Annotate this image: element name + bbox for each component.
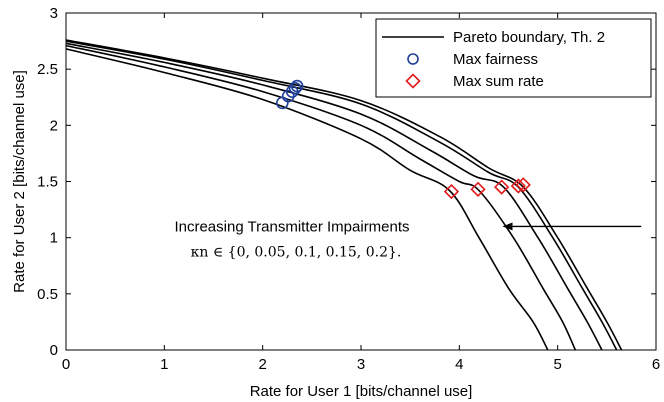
y-tick-label: 0.5 (37, 286, 58, 303)
legend-entry-pareto: Pareto boundary, Th. 2 (453, 29, 605, 46)
x-tick-label: 5 (553, 356, 561, 373)
legend-box (375, 18, 652, 98)
x-tick-label: 2 (258, 356, 266, 373)
legend-entry-max-fairness: Max fairness (453, 51, 538, 68)
annotation-text: Increasing Transmitter Impairments (174, 218, 409, 235)
legend-diamond-marker (405, 73, 421, 89)
pareto-curve-2 (65, 42, 603, 351)
y-tick-label: 3 (50, 5, 58, 22)
y-tick-label: 1.5 (37, 174, 58, 191)
legend-circle-marker (407, 53, 419, 65)
y-tick-label: 2.5 (37, 61, 58, 78)
x-axis-label: Rate for User 1 [bits/channel use] (250, 383, 473, 400)
x-tick-label: 0 (62, 356, 70, 373)
max-sum-rate-point-3 (470, 181, 486, 197)
x-tick-label: 6 (652, 356, 660, 373)
y-tick-label: 0 (50, 342, 58, 359)
max-sum-rate-point-2 (493, 179, 510, 195)
series-lines (65, 39, 623, 351)
max-sum-rate-point-4 (443, 183, 460, 200)
pareto-curve-3 (65, 44, 577, 351)
max-fairness-point-4 (276, 96, 289, 110)
pareto-curve-1 (65, 40, 618, 351)
legend: Pareto boundary, Th. 2 Max fairness Max … (375, 18, 652, 98)
x-tick-label: 1 (160, 356, 168, 373)
x-tick-label: 4 (455, 356, 463, 373)
pareto-curve-0 (65, 39, 623, 351)
pareto-curve-4 (65, 48, 549, 351)
annotation: Increasing Transmitter Impairments κn ∈ … (174, 218, 642, 260)
legend-entry-max-sum-rate: Max sum rate (453, 73, 544, 90)
x-tick-label: 3 (357, 356, 365, 373)
max-fairness-point-1 (288, 81, 302, 95)
max-sum-rate-point-1 (510, 178, 526, 194)
y-tick-label: 2 (50, 117, 58, 134)
axis-tick-labels: 0 1 2 3 4 5 6 0 0.5 1 1.5 2 2.5 3 (37, 5, 660, 373)
y-tick-label: 1 (50, 230, 58, 247)
series-markers (276, 79, 531, 200)
y-axis-label: Rate for User 2 [bits/channel use] (11, 70, 28, 293)
max-sum-rate-point-0 (515, 177, 531, 193)
annotation-kappa-set: κn ∈ {0, 0.05, 0.1, 0.15, 0.2}. (191, 244, 402, 260)
axis-ticks (65, 12, 657, 351)
